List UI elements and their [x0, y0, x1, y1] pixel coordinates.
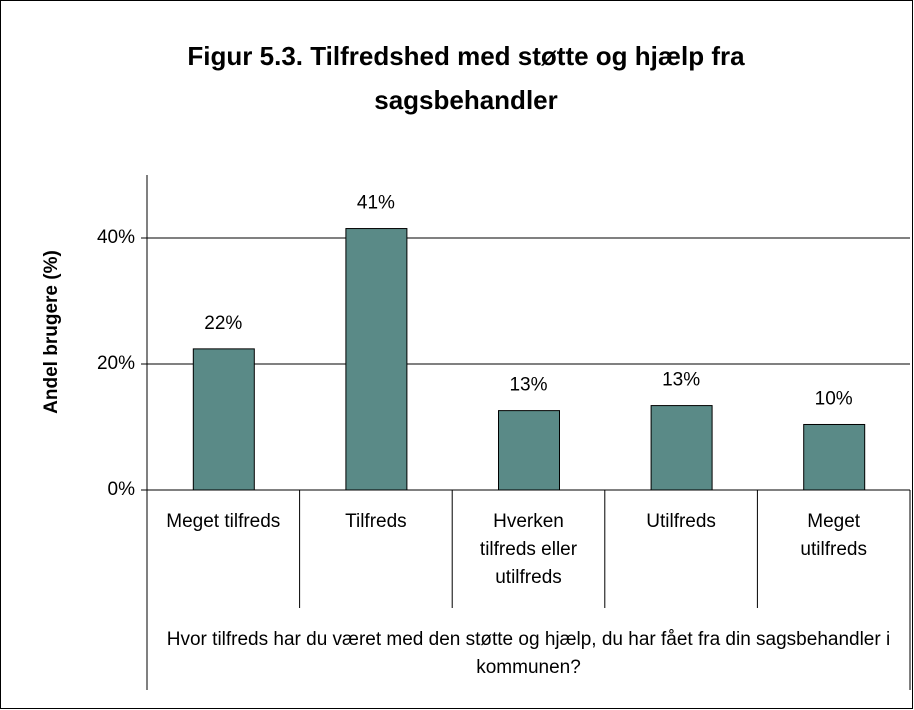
value-label: 13%: [662, 370, 700, 391]
x-tick-label: Hverken tilfreds eller utilfreds: [479, 511, 578, 588]
y-tick-label: 0%: [108, 479, 136, 500]
value-label: 22%: [204, 313, 242, 334]
x-tick-label: Meget utilfreds: [800, 511, 867, 560]
bar: [192, 348, 255, 491]
x-tick-label: Tilfreds: [345, 511, 407, 532]
bar: [345, 228, 408, 491]
y-tick-label: 20%: [97, 353, 135, 374]
bar: [498, 410, 560, 491]
y-tick-label: 40%: [97, 227, 135, 248]
chart-title: Figur 5.3. Tilfredshed med støtte og hjæ…: [187, 41, 745, 115]
value-label: 10%: [815, 388, 853, 409]
bar: [650, 405, 713, 491]
x-tick-label: Meget tilfreds: [166, 511, 281, 532]
value-label: 41%: [357, 193, 395, 214]
value-label: 13%: [509, 375, 547, 396]
x-axis-label: Hvor tilfreds har du været med den støtt…: [166, 629, 891, 678]
bar: [803, 423, 866, 491]
y-axis-label: Andel brugere (%): [41, 250, 62, 414]
x-tick-label: Utilfreds: [646, 511, 716, 532]
